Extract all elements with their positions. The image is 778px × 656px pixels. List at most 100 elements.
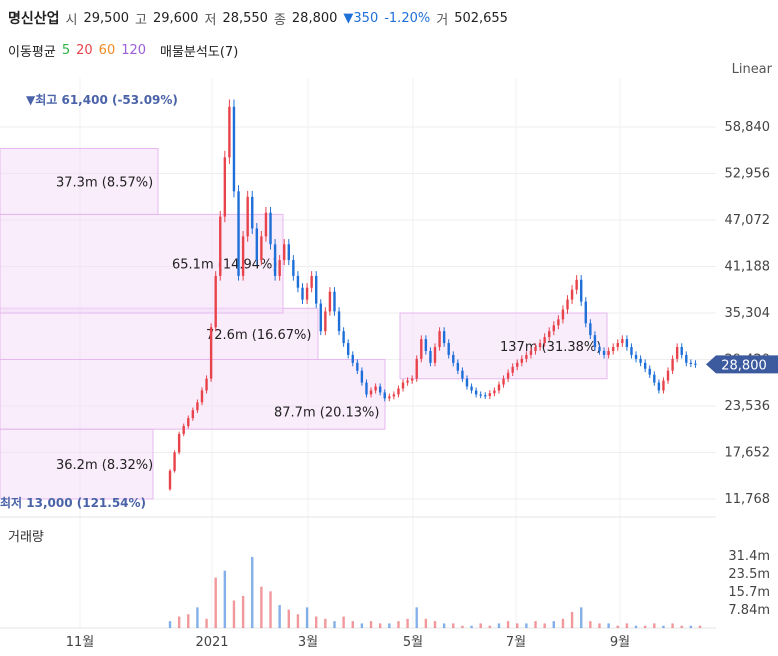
candle-body — [365, 382, 368, 395]
volume-profile-toggle[interactable]: 매물분석도(7) — [160, 45, 239, 60]
candle-body — [383, 392, 386, 399]
candle-body — [237, 191, 240, 276]
volume-bar — [415, 607, 418, 628]
ma-label[interactable]: 이동평균 — [8, 45, 56, 60]
candle-body — [228, 106, 231, 158]
stock-name: 명신산업 — [8, 11, 60, 27]
volume-bar — [287, 609, 290, 628]
current-price-badge — [706, 355, 778, 374]
candle-body — [534, 347, 537, 351]
ma-120[interactable]: 120 — [121, 43, 147, 58]
volume-profile-label: 87.7m (20.13%) — [274, 405, 379, 420]
candle-body — [187, 418, 190, 427]
volume-bar — [296, 614, 300, 628]
volume-bar — [260, 586, 263, 628]
candle-body — [392, 394, 396, 397]
volume-bar — [223, 570, 227, 628]
candle-body — [497, 384, 501, 391]
change-value: ▼350 — [343, 10, 379, 26]
candle-body — [420, 339, 423, 359]
volume-bar — [479, 623, 482, 628]
candle-body — [287, 244, 290, 261]
candle-body — [484, 395, 487, 397]
volume-bar — [241, 595, 245, 628]
volume-bar — [397, 621, 400, 628]
candle-body — [369, 390, 373, 395]
x-tick-label: 7월 — [506, 635, 526, 650]
candle-body — [575, 279, 578, 290]
volume-bar — [369, 621, 373, 628]
volume-bar — [625, 623, 629, 628]
volume-bar — [315, 616, 318, 628]
volume-bar — [643, 625, 647, 628]
y-tick-label: 52,956 — [725, 167, 771, 182]
volume-bar — [351, 621, 354, 628]
candle-body — [493, 390, 496, 394]
candle-body — [580, 279, 583, 302]
candle-body — [611, 347, 615, 351]
candle-body — [223, 157, 227, 217]
candle-body — [251, 196, 254, 229]
volume-profile-bar — [0, 147, 159, 215]
volume-tick-label: 15.7m — [728, 585, 770, 600]
candle-body — [260, 236, 263, 261]
candle-body — [219, 216, 222, 276]
volume-profile-label: 37.3m (8.57%) — [56, 175, 153, 190]
candle-body — [177, 433, 181, 453]
volume-bar — [452, 623, 455, 628]
open-label: 시 — [65, 12, 78, 28]
candle-body — [474, 390, 478, 395]
volume-bar — [671, 623, 674, 628]
candle-body — [657, 382, 661, 391]
ma-20[interactable]: 20 — [76, 43, 93, 58]
volume-bar — [378, 623, 382, 628]
scale-toggle[interactable]: Linear — [731, 62, 772, 77]
candle-body — [538, 343, 542, 348]
volume-bar — [196, 607, 199, 628]
volume-bar — [488, 625, 492, 628]
candle-body — [319, 303, 322, 332]
candle-body — [643, 362, 647, 369]
ma-60[interactable]: 60 — [98, 43, 116, 58]
candle-body — [205, 378, 208, 391]
candle-body — [675, 347, 679, 359]
volume-bar — [324, 618, 327, 628]
candle-body — [324, 311, 327, 332]
volume-profile-label: 72.6m (16.67%) — [206, 328, 311, 343]
x-tick-label: 11월 — [66, 635, 95, 650]
candle-body — [543, 337, 546, 344]
volume-bar — [333, 621, 336, 628]
volume-bar — [698, 625, 702, 628]
candle-body — [378, 386, 382, 393]
candle-body — [442, 331, 446, 344]
y-tick-label: 35,304 — [725, 306, 771, 321]
candle-body — [264, 212, 268, 237]
volume-profile-bar — [0, 213, 284, 314]
candle-body — [685, 354, 688, 363]
volume-profile-label: 36.2m (8.32%) — [56, 458, 153, 473]
low-value: 28,550 — [222, 10, 268, 26]
candle-body — [315, 275, 318, 304]
candle-body — [328, 291, 332, 312]
candle-body — [607, 350, 610, 355]
candle-body — [342, 331, 345, 344]
candle-body — [246, 196, 249, 237]
candle-body — [616, 343, 619, 348]
candle-body — [351, 354, 354, 363]
low-marker: 최저 13,000 (121.54%) — [0, 496, 147, 510]
candle-body — [388, 396, 391, 399]
volume-label: 거 — [436, 12, 449, 28]
x-tick-label: 2021 — [195, 635, 228, 650]
volume-tick-label: 31.4m — [728, 549, 770, 564]
y-tick-label: 41,188 — [725, 260, 771, 275]
volume-bar — [680, 625, 683, 628]
candle-body — [346, 343, 350, 355]
candle-body — [621, 339, 624, 344]
volume-tick-label: 23.5m — [728, 567, 770, 582]
candle-body — [511, 366, 514, 373]
ma-5[interactable]: 5 — [61, 43, 71, 58]
candle-body — [232, 106, 236, 192]
volume-bar — [168, 621, 172, 628]
candle-body — [447, 343, 450, 355]
